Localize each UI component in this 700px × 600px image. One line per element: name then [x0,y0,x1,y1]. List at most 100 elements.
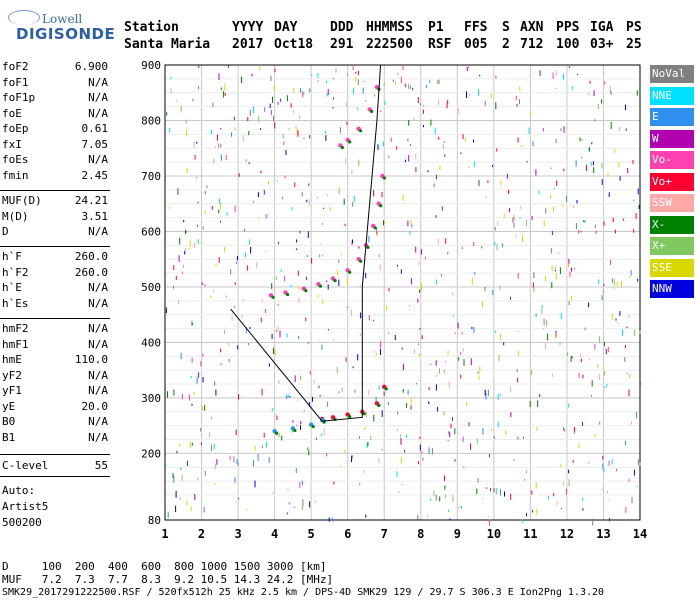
noise-dot [363,80,365,82]
noise-dot [487,180,489,184]
noise-dot [181,394,183,400]
noise-dot [452,292,454,296]
noise-dot [462,134,464,139]
x-tick-label: 2 [198,527,205,541]
noise-dot [399,434,401,438]
noise-dot [609,86,611,93]
noise-dot [338,391,340,394]
noise-dot [438,99,439,106]
noise-dot [383,83,385,87]
noise-dot [631,497,633,504]
trace-point-x [318,284,323,288]
noise-dot [559,267,561,275]
noise-dot [215,463,216,470]
x-tick-label: 5 [308,527,315,541]
noise-dot [588,92,590,96]
noise-dot [368,235,370,243]
noise-dot [603,341,605,346]
noise-dot [358,159,360,166]
param-row: foEs N/A [2,153,108,167]
noise-dot [546,319,548,327]
noise-dot [431,448,433,455]
noise-dot [568,469,570,474]
param-name: hmE [2,353,22,366]
noise-dot [320,243,322,245]
noise-dot [343,198,345,205]
noise-dot [424,256,426,260]
noise-dot [434,127,436,135]
param-row: hmE 110.0 [2,353,108,367]
noise-dot [219,202,221,210]
noise-dot [418,343,419,345]
param-name: foEs [2,153,29,166]
noise-dot [278,433,280,438]
param-value: 2.45 [81,168,109,182]
noise-dot [611,459,613,465]
header-value: 03+ [590,37,614,52]
noise-dot [593,90,595,97]
noise-dot [535,482,537,489]
param-value: 3.51 [81,209,109,223]
noise-dot [379,263,381,271]
header-value: 25 [626,37,642,52]
noise-dot [473,327,475,333]
noise-dot [165,307,167,313]
noise-dot [446,103,448,109]
noise-dot [263,432,265,438]
noise-dot [550,248,552,254]
noise-dot [292,420,294,423]
noise-dot [499,285,501,290]
logo-lowell: Lowell [42,12,83,26]
noise-dot [364,427,366,430]
x-tick-label: 3 [234,527,241,541]
param-value: N/A [88,322,108,335]
noise-dot [241,76,242,83]
header-value: 005 [464,37,488,52]
noise-dot [488,515,489,518]
noise-dot [223,91,225,98]
noise-dot [470,443,471,450]
param-name: foEp [2,122,29,135]
noise-dot [367,441,369,447]
noise-dot [441,206,443,211]
noise-dot [186,230,188,233]
param-value: N/A [88,106,108,120]
noise-dot [394,81,396,85]
noise-dot [384,221,386,224]
noise-dot [352,239,353,244]
noise-dot [489,519,491,526]
noise-dot [591,142,593,145]
y-tick-label: 500 [141,281,161,294]
noise-dot [454,428,456,435]
noise-dot [539,70,541,76]
x-tick-label: 9 [454,527,461,541]
noise-dot [200,361,202,367]
noise-dot [571,86,573,90]
noise-dot [301,191,303,197]
noise-dot [261,388,263,396]
noise-dot [614,148,616,153]
noise-dot [365,100,367,102]
noise-dot [439,368,440,374]
noise-dot [531,216,533,221]
noise-dot [487,389,489,396]
noise-dot [196,376,198,384]
noise-dot [524,479,526,481]
noise-dot [282,196,284,200]
noise-dot [612,217,614,223]
noise-dot [211,129,212,134]
noise-dot [545,275,546,282]
noise-dot [249,326,251,330]
noise-dot [419,103,421,106]
noise-dot [447,440,449,442]
noise-dot [201,282,203,285]
noise-dot [352,366,354,369]
noise-dot [474,272,476,275]
noise-dot [213,289,215,293]
noise-dot [610,259,611,265]
noise-dot [618,162,620,168]
noise-dot [492,164,494,168]
noise-dot [583,220,585,223]
noise-dot [282,133,284,139]
noise-dot [490,93,492,99]
